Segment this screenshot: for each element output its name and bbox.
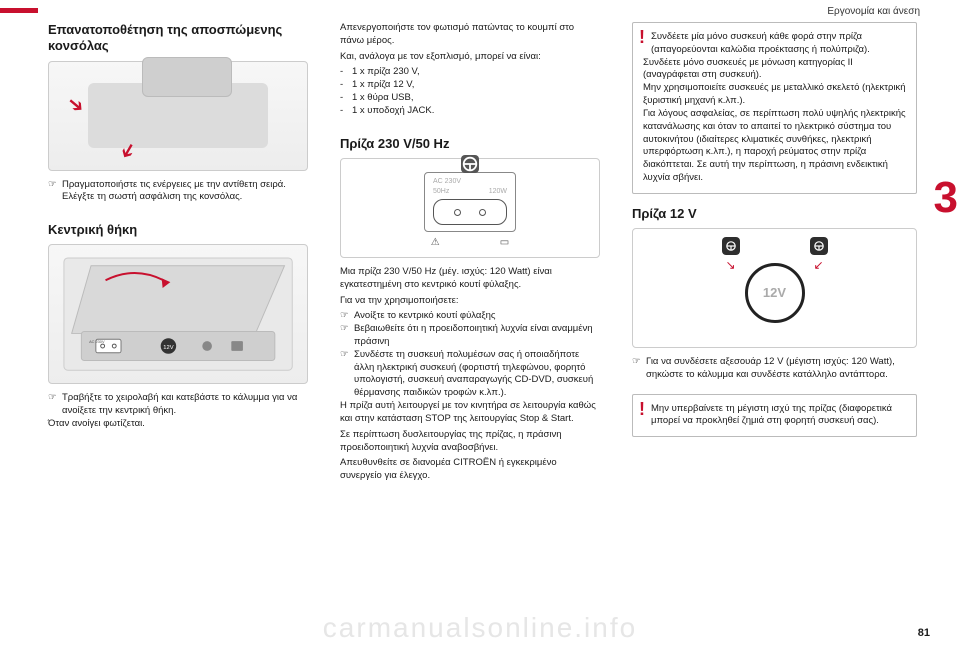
steering-wheel-icon (722, 237, 740, 255)
bullet-text: Συνδέστε τη συσκευή πολυμέσων σας ή οποι… (354, 349, 600, 400)
svg-text:12V: 12V (163, 345, 173, 351)
socket-outlet-icon (433, 199, 507, 225)
socket-ac-label: AC 230V (433, 178, 461, 185)
list-text: 1 x υποδοχή JACK. (352, 105, 434, 118)
heading-central-compartment: Κεντρική θήκη (48, 222, 308, 238)
12v-label: 12V (763, 284, 786, 302)
list-item: -1 x θύρα USB, (340, 92, 600, 105)
figure-central-compartment: 12V AC 230V (48, 244, 308, 384)
column-3: ! Συνδέετε μία μόνο συσκευή κάθε φορά στ… (632, 22, 917, 447)
arrow-down-icon: ➔ (60, 89, 90, 120)
paragraph: Για να την χρησιμοποιήσετε: (340, 295, 600, 308)
paragraph: Και, ανάλογα με τον εξοπλισμό, μπορεί να… (340, 51, 600, 64)
svg-text:AC 230V: AC 230V (89, 340, 105, 344)
bullet-marker: ☞ (48, 392, 62, 418)
column-1: Επανατοποθέτηση της αποσπώμενης κονσόλας… (48, 22, 308, 434)
bullet-text: Για να συνδέσετε αξεσουάρ 12 V (μέγιστη … (646, 356, 917, 382)
socket-watt-label: 120W (489, 187, 507, 196)
bullet-text: Ανοίξτε το κεντρικό κουτί φύλαξης (354, 310, 600, 323)
figure-console-reinstall: ➔ ➔ (48, 61, 308, 171)
figure-12v-socket: ↘ ↙ 12V (632, 228, 917, 348)
steering-wheel-icon (461, 155, 479, 173)
watermark: carmanualsonline.info (323, 609, 637, 647)
figure-230v-socket: AC 230V 50Hz 120W ⚠ ▭ (340, 158, 600, 258)
bullet-item: ☞ Πραγματοποιήστε τις ενέργειες με την α… (48, 179, 308, 205)
manual-icon: ▭ (500, 236, 509, 250)
warning-box: ! Μην υπερβαίνετε τη μέγιστη ισχύ της πρ… (632, 394, 917, 438)
column-2: Απενεργοποιήστε τον φωτισμό πατώντας το … (340, 22, 600, 486)
console-illustration (88, 83, 269, 148)
warning-box: ! Συνδέετε μία μόνο συσκευή κάθε φορά στ… (632, 22, 917, 194)
bullet-item: ☞Συνδέστε τη συσκευή πολυμέσων σας ή οπο… (340, 349, 600, 400)
list-text: 1 x θύρα USB, (352, 92, 414, 105)
warning-text: Συνδέετε μία μόνο συσκευή κάθε φορά στην… (643, 31, 908, 185)
list-item: -1 x πρίζα 230 V, (340, 66, 600, 79)
heading-12v-socket: Πρίζα 12 V (632, 206, 917, 222)
paragraph: Απευθυνθείτε σε διανομέα CITROËN ή εγκεκ… (340, 457, 600, 483)
arrow-down-icon: ↘ (725, 257, 735, 273)
warning-text: Μην υπερβαίνετε τη μέγιστη ισχύ της πρίζ… (651, 403, 892, 427)
page-number: 81 (918, 626, 930, 641)
paragraph: Η πρίζα αυτή λειτουργεί με τον κινητήρα … (340, 400, 600, 426)
exclamation-icon: ! (639, 397, 645, 421)
bullet-text: Πραγματοποιήστε τις ενέργειες με την αντ… (62, 179, 308, 205)
bullet-marker: ☞ (48, 179, 62, 205)
warning-triangle-icon: ⚠ (431, 236, 440, 250)
header-category: Εργονομία και άνεση (827, 5, 920, 19)
socket-plate: AC 230V 50Hz 120W (424, 172, 516, 232)
exclamation-icon: ! (639, 25, 645, 49)
compartment-svg: 12V AC 230V (62, 252, 294, 376)
bullet-item: ☞Για να συνδέσετε αξεσουάρ 12 V (μέγιστη… (632, 356, 917, 382)
paragraph: Όταν ανοίγει φωτίζεται. (48, 418, 308, 431)
chapter-number: 3 (934, 168, 958, 227)
paragraph: Απενεργοποιήστε τον φωτισμό πατώντας το … (340, 22, 600, 48)
list-item: -1 x υποδοχή JACK. (340, 105, 600, 118)
bullet-text: Βεβαιωθείτε ότι η προειδοποιητική λυχνία… (354, 323, 600, 349)
accent-bar (0, 8, 38, 13)
bullet-text: Τραβήξτε το χειρολαβή και κατεβάστε το κ… (62, 392, 308, 418)
paragraph: Μια πρίζα 230 V/50 Hz (μέγ. ισχύς: 120 W… (340, 266, 600, 292)
paragraph: Σε περίπτωση δυσλειτουργίας της πρίζας, … (340, 429, 600, 455)
list-text: 1 x πρίζα 12 V, (352, 79, 414, 92)
socket-hz-label: 50Hz (433, 188, 449, 195)
steering-wheel-icon (810, 237, 828, 255)
heading-230v-socket: Πρίζα 230 V/50 Hz (340, 136, 600, 152)
heading-console-reinstall: Επανατοποθέτηση της αποσπώμενης κονσόλας (48, 22, 308, 55)
list-text: 1 x πρίζα 230 V, (352, 66, 420, 79)
bullet-item: ☞Ανοίξτε το κεντρικό κουτί φύλαξης (340, 310, 600, 323)
arrow-down-icon: ↙ (813, 257, 823, 273)
bullet-item: ☞ Τραβήξτε το χειρολαβή και κατεβάστε το… (48, 392, 308, 418)
bullet-item: ☞Βεβαιωθείτε ότι η προειδοποιητική λυχνί… (340, 323, 600, 349)
list-item: -1 x πρίζα 12 V, (340, 79, 600, 92)
